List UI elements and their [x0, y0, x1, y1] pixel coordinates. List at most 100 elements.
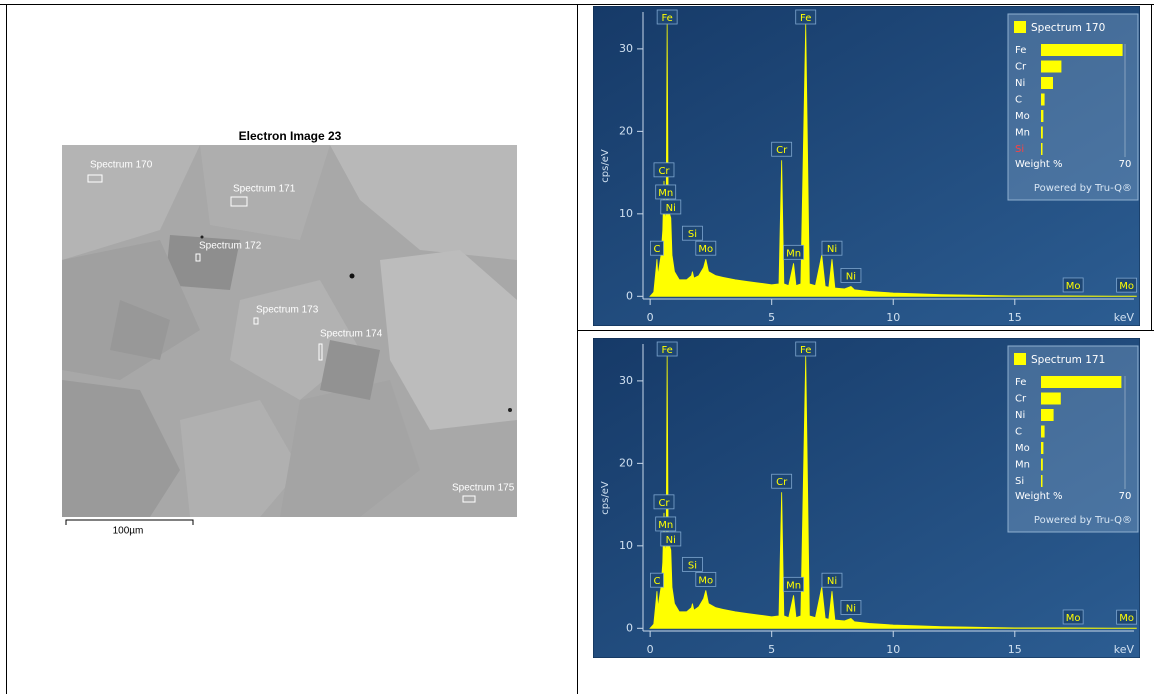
spectrum-label: Spectrum 173 [256, 305, 319, 316]
peak-label: C [650, 573, 663, 587]
peak-label: Cr [654, 495, 674, 509]
electron-image-panel: Electron Image 23 Spectrum 170 Spectrum … [0, 0, 577, 694]
y-axis-label: cps/eV [600, 149, 611, 183]
peak-label: Mo [696, 572, 716, 586]
composition-axis-label: Weight % [1015, 491, 1063, 502]
x-tick-label: 10 [886, 643, 900, 656]
x-tick-label: 5 [768, 643, 775, 656]
table-border [577, 4, 578, 694]
peak-label: Mo [696, 241, 716, 255]
peak-label: Cr [654, 163, 674, 177]
peak-label-text: Mo [1066, 281, 1081, 292]
peak-label-text: Mn [658, 520, 673, 531]
peak-label: Mo [1063, 278, 1083, 292]
element-label: Mn [1015, 460, 1030, 471]
peak-label-text: Ni [846, 603, 856, 614]
peak-label-text: Cr [658, 498, 670, 509]
y-tick-label: 20 [619, 456, 633, 469]
peak-label-text: C [653, 244, 660, 255]
element-label: C [1015, 427, 1022, 438]
peak-label: Fe [657, 10, 677, 24]
peak-label-text: Mo [1119, 281, 1134, 292]
peak-label: Cr [772, 142, 792, 156]
peak-label: Mo [1117, 610, 1137, 624]
element-label: C [1015, 95, 1022, 106]
x-tick-label: 0 [647, 643, 654, 656]
peak-label-text: Cr [658, 166, 670, 177]
element-label: Cr [1015, 62, 1027, 73]
peak-label: Fe [796, 342, 816, 356]
peak-label: Fe [796, 10, 816, 24]
peak-label-text: Mn [786, 580, 801, 591]
peak-label: Mn [784, 245, 804, 259]
composition-bar [1041, 393, 1061, 405]
x-axis-label: keV [1114, 311, 1135, 324]
x-tick-label: 0 [647, 311, 654, 324]
legend-entry: Spectrum 170 [1031, 22, 1105, 34]
peak-label-text: Mn [658, 188, 673, 199]
composition-bar [1041, 127, 1043, 139]
element-label: Ni [1015, 78, 1025, 89]
spectrum-label: Spectrum 175 [452, 483, 515, 494]
peak-label-text: Cr [776, 477, 788, 488]
x-tick-label: 5 [768, 311, 775, 324]
spectrum-label: Spectrum 172 [199, 241, 262, 252]
peak-label-text: Mo [698, 244, 713, 255]
composition-bar [1041, 376, 1121, 388]
x-axis-label: keV [1114, 643, 1135, 656]
peak-label-text: C [653, 576, 660, 587]
peak-label: Cr [772, 474, 792, 488]
y-tick-label: 0 [626, 621, 633, 634]
peak-label-text: Mo [1119, 613, 1134, 624]
element-label: Fe [1015, 45, 1026, 56]
peak-label: Mn [656, 185, 676, 199]
element-label: Si [1015, 144, 1024, 155]
y-tick-label: 30 [619, 374, 633, 387]
peak-label: Si [682, 226, 702, 240]
scale-bar-label: 100µm [113, 526, 144, 537]
peak-label: C [650, 241, 663, 255]
composition-bar [1041, 475, 1043, 487]
table-border [1151, 4, 1152, 330]
y-tick-label: 0 [626, 289, 633, 302]
micrograph [62, 145, 517, 517]
legend-box [1008, 14, 1138, 200]
legend-entry: Spectrum 171 [1031, 354, 1105, 366]
element-label: Fe [1015, 377, 1026, 388]
image-title: Electron Image 23 [239, 129, 342, 143]
peak-label: Mo [1063, 610, 1083, 624]
peak-label-text: Fe [661, 345, 672, 356]
table-border [577, 330, 1154, 331]
element-label: Mn [1015, 128, 1030, 139]
peak-label-text: Fe [800, 345, 811, 356]
legend-swatch [1014, 353, 1026, 365]
peak-label-text: Cr [776, 145, 788, 156]
peak-label: Ni [841, 600, 861, 614]
peak-label: Fe [657, 342, 677, 356]
legend-box [1008, 346, 1138, 532]
peak-label: Mn [784, 577, 804, 591]
peak-label: Ni [661, 532, 681, 546]
peak-label-text: Fe [800, 13, 811, 24]
y-tick-label: 10 [619, 207, 633, 220]
x-tick-label: 10 [886, 311, 900, 324]
composition-bar [1041, 44, 1123, 56]
spectrum-label: Spectrum 174 [320, 329, 383, 340]
peak-label: Ni [841, 268, 861, 282]
peak-label-text: Ni [827, 244, 837, 255]
spectrum-label: Spectrum 170 [90, 160, 153, 171]
y-tick-label: 30 [619, 42, 633, 55]
composition-bar [1041, 61, 1061, 73]
peak-label-text: Si [688, 560, 697, 571]
peak-label: Ni [822, 241, 842, 255]
peak-label-text: Fe [661, 13, 672, 24]
peak-label: Ni [822, 573, 842, 587]
composition-bar [1041, 409, 1054, 421]
y-axis-label: cps/eV [600, 481, 611, 515]
composition-bar [1041, 94, 1045, 106]
peak-label-text: Ni [666, 203, 676, 214]
composition-bar [1041, 426, 1045, 438]
peak-label-text: Mn [786, 248, 801, 259]
peak-label-text: Si [688, 229, 697, 240]
peak-label-text: Mo [1066, 613, 1081, 624]
